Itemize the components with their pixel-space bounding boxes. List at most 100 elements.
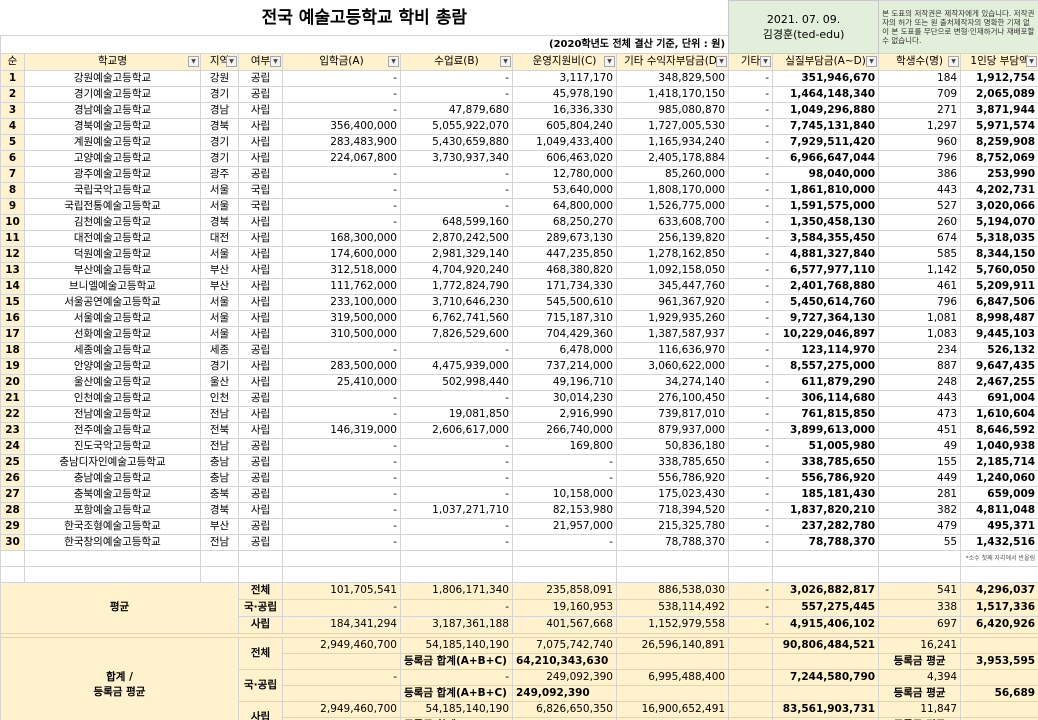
- table-cell[interactable]: 468,380,820: [512, 261, 617, 279]
- table-cell[interactable]: -: [512, 533, 617, 551]
- empty-cell[interactable]: [400, 565, 513, 583]
- table-cell[interactable]: -: [400, 165, 513, 183]
- table-cell[interactable]: 659,009: [960, 485, 1038, 503]
- table-cell[interactable]: 45,978,190: [512, 85, 617, 103]
- table-cell[interactable]: 공립: [238, 533, 283, 551]
- table-cell[interactable]: 광주: [200, 165, 239, 183]
- table-cell[interactable]: -: [282, 101, 401, 119]
- empty-cell[interactable]: [878, 549, 962, 567]
- table-cell[interactable]: 64,800,000: [512, 197, 617, 215]
- table-cell[interactable]: 사립: [238, 117, 283, 135]
- table-cell[interactable]: 184: [878, 69, 962, 87]
- table-cell[interactable]: -: [728, 373, 774, 391]
- table-cell[interactable]: 386: [878, 165, 962, 183]
- table-cell[interactable]: 4,475,939,000: [400, 357, 513, 375]
- table-cell[interactable]: 3,871,944: [960, 101, 1038, 119]
- empty-cell[interactable]: [512, 565, 617, 583]
- table-cell[interactable]: -: [282, 389, 401, 407]
- table-cell[interactable]: 사립: [238, 309, 283, 327]
- table-cell[interactable]: 12: [0, 245, 25, 263]
- col-students-header[interactable]: 학생수(명) ▼: [878, 52, 962, 71]
- table-cell[interactable]: 전남: [200, 437, 239, 455]
- table-cell[interactable]: 포항예술고등학교: [24, 501, 201, 519]
- table-cell[interactable]: 인천: [200, 389, 239, 407]
- empty-cell[interactable]: [728, 684, 774, 702]
- table-cell[interactable]: 5: [0, 133, 25, 151]
- table-cell[interactable]: 10,229,046,897: [772, 325, 880, 343]
- empty-cell[interactable]: [0, 565, 25, 583]
- table-cell[interactable]: 9: [0, 197, 25, 215]
- table-cell[interactable]: -: [728, 517, 774, 535]
- table-cell[interactable]: 8,259,908: [960, 133, 1038, 151]
- table-cell[interactable]: 8: [0, 181, 25, 199]
- table-cell[interactable]: -: [728, 261, 774, 279]
- filter-dropdown-icon[interactable]: ▼: [760, 55, 772, 67]
- table-cell[interactable]: 1,350,458,130: [772, 213, 880, 231]
- table-cell[interactable]: 경남: [200, 101, 239, 119]
- table-cell[interactable]: 5,760,050: [960, 261, 1038, 279]
- table-cell[interactable]: 2,065,089: [960, 85, 1038, 103]
- table-cell[interactable]: 3,710,646,230: [400, 293, 513, 311]
- table-cell[interactable]: 101,705,541: [282, 581, 401, 600]
- table-cell[interactable]: 세종예술고등학교: [24, 341, 201, 359]
- table-cell[interactable]: -: [282, 517, 401, 535]
- table-cell[interactable]: -: [282, 197, 401, 215]
- empty-cell[interactable]: [24, 565, 201, 583]
- table-cell[interactable]: 479: [878, 517, 962, 535]
- table-cell[interactable]: 강원: [200, 69, 239, 87]
- table-cell[interactable]: 전남예술고등학교: [24, 405, 201, 423]
- table-cell[interactable]: -: [728, 533, 774, 551]
- table-cell[interactable]: 538,114,492: [615, 598, 730, 617]
- table-cell[interactable]: 인천예술고등학교: [24, 389, 201, 407]
- empty-cell[interactable]: [400, 549, 513, 567]
- table-cell[interactable]: 171,734,330: [512, 277, 617, 295]
- table-cell[interactable]: [728, 636, 774, 654]
- filter-dropdown-icon[interactable]: ▼: [866, 55, 878, 67]
- table-cell[interactable]: 526,132: [960, 341, 1038, 359]
- table-cell[interactable]: -: [400, 197, 513, 215]
- table-cell[interactable]: 10,158,000: [512, 485, 617, 503]
- table-cell[interactable]: 351,946,670: [772, 69, 880, 87]
- table-cell[interactable]: 22: [0, 405, 25, 423]
- table-cell[interactable]: -: [400, 517, 513, 535]
- table-cell[interactable]: 382: [878, 501, 962, 519]
- table-cell[interactable]: 24: [0, 437, 25, 455]
- table-cell[interactable]: -: [400, 437, 513, 455]
- table-cell[interactable]: 17: [0, 325, 25, 343]
- table-cell[interactable]: 울산: [200, 373, 239, 391]
- table-cell[interactable]: 266,740,000: [512, 421, 617, 439]
- table-cell[interactable]: -: [728, 293, 774, 311]
- table-cell[interactable]: 3,899,613,000: [772, 421, 880, 439]
- table-cell[interactable]: 1,808,170,000: [615, 181, 730, 199]
- table-cell[interactable]: 공립: [238, 389, 283, 407]
- table-cell[interactable]: 4,881,327,840: [772, 245, 880, 263]
- empty-cell[interactable]: [282, 549, 401, 567]
- table-cell[interactable]: 26,596,140,891: [615, 636, 730, 654]
- col-etc-header[interactable]: 기타 ▼: [728, 52, 774, 71]
- table-cell[interactable]: 6,420,926: [960, 615, 1038, 634]
- table-cell[interactable]: -: [728, 277, 774, 295]
- table-cell[interactable]: 253,990: [960, 165, 1038, 183]
- table-cell[interactable]: 충남예술고등학교: [24, 469, 201, 487]
- table-cell[interactable]: 공립: [238, 165, 283, 183]
- table-cell[interactable]: 사립: [238, 133, 283, 151]
- table-cell[interactable]: 23: [0, 421, 25, 439]
- table-cell[interactable]: 29: [0, 517, 25, 535]
- table-cell[interactable]: 887: [878, 357, 962, 375]
- table-cell[interactable]: 2,949,460,700: [282, 700, 401, 718]
- empty-cell[interactable]: [728, 549, 774, 567]
- table-cell[interactable]: 부산예술고등학교: [24, 261, 201, 279]
- table-cell[interactable]: -: [282, 453, 401, 471]
- table-cell[interactable]: 1,092,158,050: [615, 261, 730, 279]
- table-cell[interactable]: 1,081: [878, 309, 962, 327]
- table-cell[interactable]: 광주예술고등학교: [24, 165, 201, 183]
- table-cell[interactable]: 사립: [238, 421, 283, 439]
- table-cell[interactable]: 1,142: [878, 261, 962, 279]
- table-cell[interactable]: 5,209,911: [960, 277, 1038, 295]
- empty-cell[interactable]: [960, 565, 1038, 583]
- empty-cell[interactable]: [282, 565, 401, 583]
- table-cell[interactable]: -: [400, 85, 513, 103]
- table-cell[interactable]: 704,429,360: [512, 325, 617, 343]
- table-cell[interactable]: 부산: [200, 517, 239, 535]
- table-cell[interactable]: 16,900,652,491: [615, 700, 730, 718]
